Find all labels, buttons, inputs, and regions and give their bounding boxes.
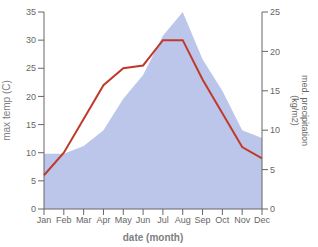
svg-text:0: 0 xyxy=(270,204,275,214)
svg-text:date (month): date (month) xyxy=(123,232,184,243)
svg-text:Dec: Dec xyxy=(254,215,271,225)
svg-text:20: 20 xyxy=(270,47,280,57)
svg-text:Aug: Aug xyxy=(175,215,191,225)
svg-text:20: 20 xyxy=(26,92,36,102)
svg-text:25: 25 xyxy=(26,63,36,73)
svg-text:10: 10 xyxy=(270,125,280,135)
svg-text:5: 5 xyxy=(270,165,275,175)
svg-text:Jun: Jun xyxy=(136,215,151,225)
svg-text:Feb: Feb xyxy=(56,215,72,225)
svg-text:15: 15 xyxy=(270,86,280,96)
svg-text:35: 35 xyxy=(26,7,36,17)
svg-text:Sep: Sep xyxy=(195,215,211,225)
svg-text:10: 10 xyxy=(26,148,36,158)
svg-text:30: 30 xyxy=(26,35,36,45)
svg-text:15: 15 xyxy=(26,120,36,130)
svg-text:Apr: Apr xyxy=(96,215,110,225)
svg-text:May: May xyxy=(115,215,133,225)
svg-text:Oct: Oct xyxy=(215,215,230,225)
svg-text:Jan: Jan xyxy=(37,215,52,225)
svg-text:25: 25 xyxy=(270,7,280,17)
svg-text:Nov: Nov xyxy=(234,215,251,225)
svg-text:Jul: Jul xyxy=(157,215,169,225)
svg-text:med. precipitation(kg/m2): med. precipitation(kg/m2) xyxy=(290,75,310,146)
svg-text:5: 5 xyxy=(31,176,36,186)
svg-text:max temp (C): max temp (C) xyxy=(8,80,12,141)
svg-text:Mar: Mar xyxy=(76,215,92,225)
svg-text:0: 0 xyxy=(31,204,36,214)
